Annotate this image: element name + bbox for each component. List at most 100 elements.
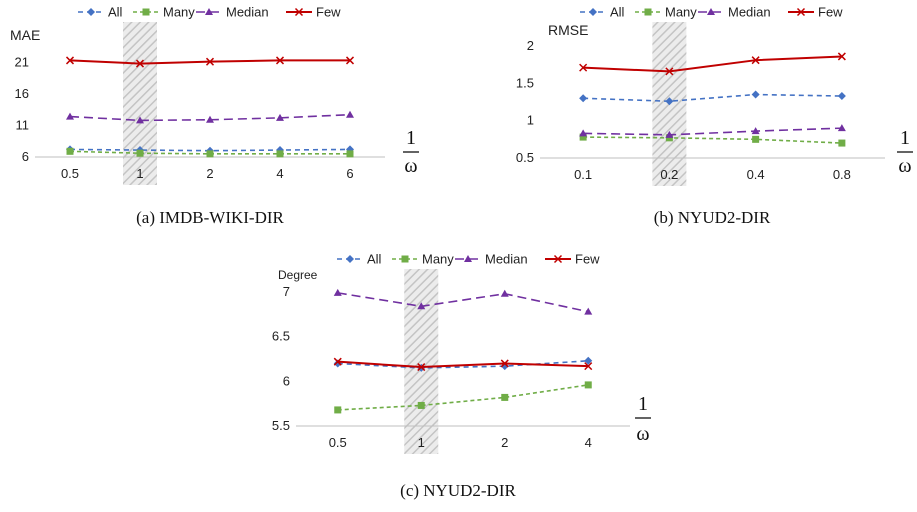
data-point-median (579, 129, 588, 137)
data-point-median (751, 127, 760, 135)
series-line-many (337, 384, 589, 411)
legend-label-few: Few (316, 5, 341, 20)
chart-panel-3: 5.5 6 6.5 7 0.5 1 2 4 Degree All Many Median Few 1 ω (c… (272, 252, 651, 500)
y-tick-label: 16 (15, 86, 29, 101)
chart-panel-1: 6 11 16 21 0.5 1 2 4 6 MAE All Many Median Few 1 ω (a) I… (10, 5, 419, 227)
chart-caption: (c) NYUD2-DIR (400, 481, 516, 500)
y-tick-label: 6 (283, 373, 290, 388)
chart-panel-2: 0.5 1 1.5 2 0.1 0.2 0.4 0.8 RMSE All Many Median Few… (516, 5, 913, 227)
y-tick-label: 5.5 (272, 418, 290, 433)
legend-label-median: Median (728, 5, 771, 20)
data-point-few (500, 359, 509, 368)
x-tick-label: 2 (501, 435, 508, 450)
data-point-few (665, 67, 674, 76)
data-point-many (579, 133, 587, 141)
series-line-few (337, 360, 589, 369)
series-line-median (583, 127, 842, 136)
data-point-median (665, 130, 674, 138)
data-point-many (206, 150, 214, 158)
legend-label-many: Many (665, 5, 697, 20)
data-point-few (417, 363, 426, 372)
legend-marker-few (796, 7, 806, 17)
data-point-few (65, 56, 75, 65)
data-point-median (206, 115, 214, 123)
legend-marker-many (142, 8, 150, 16)
y-tick-label: 1.5 (516, 75, 534, 90)
data-point-many (752, 135, 760, 143)
legend-marker-median (205, 8, 213, 15)
data-point-many (346, 150, 354, 158)
y-tick-label: 7 (283, 284, 290, 299)
data-point-many (334, 406, 342, 414)
chart-caption: (a) IMDB-WIKI-DIR (136, 208, 284, 227)
x-tick-label: 1 (418, 435, 425, 450)
legend-label-all: All (610, 5, 625, 20)
legend-label-few: Few (818, 5, 843, 20)
data-point-few (135, 59, 145, 68)
data-point-few (751, 56, 760, 65)
legend-label-few: Few (575, 252, 600, 267)
data-point-all (751, 90, 760, 99)
x-axis-fraction-numerator: 1 (406, 127, 416, 149)
y-tick-label: 6.5 (272, 329, 290, 344)
data-point-few (275, 56, 285, 65)
chart-caption: (b) NYUD2-DIR (654, 208, 771, 227)
data-point-many (584, 381, 592, 389)
legend-marker-all (589, 8, 597, 16)
legend-marker-median (707, 8, 715, 15)
data-point-few (205, 57, 215, 66)
highlight-band (123, 22, 157, 185)
legend-label-many: Many (422, 252, 454, 267)
x-tick-label: 0.8 (833, 167, 851, 182)
data-point-few (584, 362, 593, 371)
legend-marker-all (346, 255, 354, 263)
y-tick-label: 2 (527, 38, 534, 53)
legend-label-all: All (108, 5, 123, 20)
data-point-many (838, 139, 846, 147)
y-tick-label: 21 (15, 54, 29, 69)
data-point-many (501, 393, 509, 401)
y-axis-label: Degree (278, 268, 318, 282)
data-point-median (276, 113, 284, 121)
data-point-all (579, 94, 588, 103)
legend-label-median: Median (226, 5, 269, 20)
x-tick-label: 6 (346, 166, 353, 181)
series-line-all (583, 93, 842, 103)
data-point-median (837, 124, 846, 132)
x-axis-fraction-numerator: 1 (638, 393, 648, 415)
y-tick-label: 11 (16, 117, 30, 132)
data-point-median (136, 116, 144, 124)
data-point-median (66, 112, 74, 120)
x-axis-fraction-denominator: ω (404, 155, 417, 177)
data-point-median (333, 288, 342, 296)
data-point-all (665, 97, 674, 106)
legend-marker-few (553, 254, 563, 264)
legend-marker-median (464, 255, 472, 262)
y-tick-label: 1 (527, 113, 534, 128)
data-point-median (500, 289, 509, 297)
data-point-few (333, 357, 342, 366)
x-tick-label: 4 (585, 435, 592, 450)
highlight-band (404, 269, 439, 454)
x-tick-label: 1 (136, 166, 143, 181)
y-axis-label: RMSE (548, 22, 588, 38)
data-point-few (579, 63, 588, 72)
data-point-few (837, 52, 846, 61)
data-point-many (136, 149, 144, 157)
data-point-many (66, 147, 74, 155)
series-line-all (69, 148, 351, 152)
data-point-all (837, 92, 846, 101)
x-tick-label: 0.5 (61, 166, 79, 181)
data-point-median (346, 110, 354, 118)
x-tick-label: 0.1 (574, 167, 592, 182)
y-tick-label: 0.5 (516, 150, 534, 165)
data-point-all (584, 356, 593, 365)
legend-marker-few (294, 7, 304, 17)
legend-marker-many (644, 8, 652, 16)
x-tick-label: 0.2 (660, 167, 678, 182)
series-line-median (337, 292, 589, 313)
data-point-few (345, 56, 355, 65)
y-tick-label: 6 (22, 149, 29, 164)
data-point-median (584, 307, 593, 315)
